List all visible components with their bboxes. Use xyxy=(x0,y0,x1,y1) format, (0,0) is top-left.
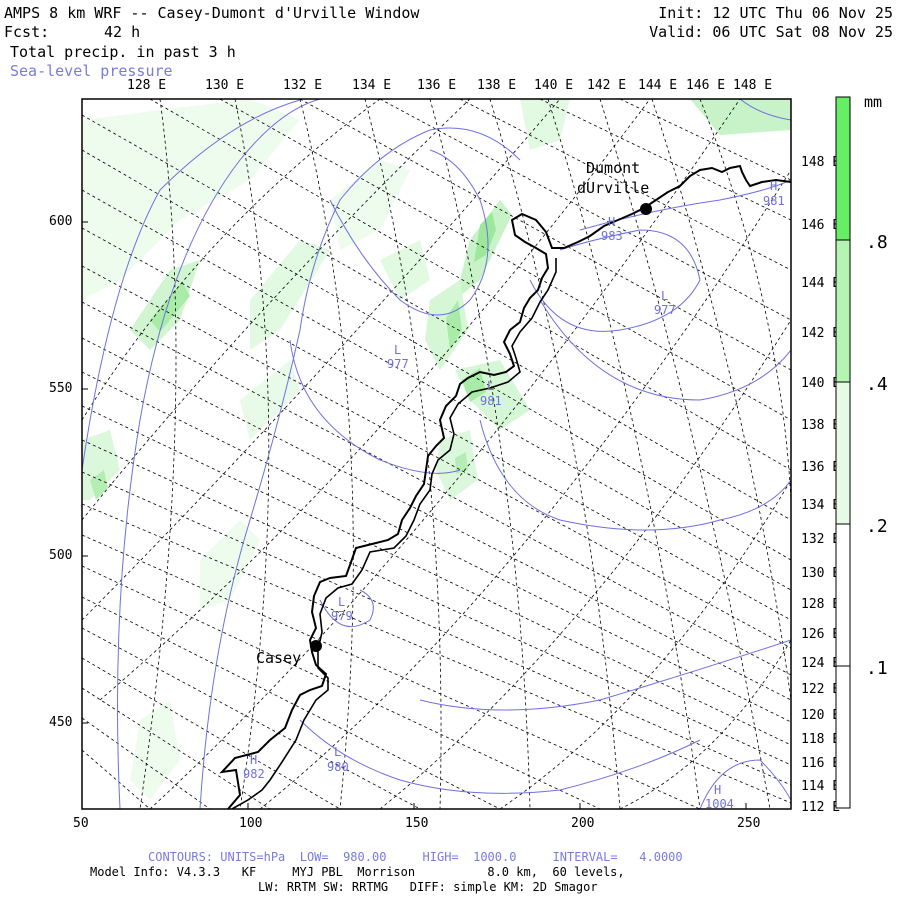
precip-patch xyxy=(425,280,468,370)
pressure-center-type: L xyxy=(334,745,341,759)
latlon-grid xyxy=(82,99,791,809)
top-lon-label: 128 E xyxy=(127,78,167,93)
colorbar-label: .4 xyxy=(866,374,888,395)
pressure-center-value: 981 xyxy=(763,194,785,208)
colorbar-label: .1 xyxy=(866,658,888,679)
colorbar xyxy=(835,96,851,809)
pressure-center-value: 1004 xyxy=(705,797,734,811)
precip-patch xyxy=(130,700,180,800)
pressure-center-value: 979 xyxy=(331,609,353,623)
precip-patch xyxy=(462,368,486,402)
x-tick-label: 100 xyxy=(239,816,263,831)
precip-patch xyxy=(240,360,300,440)
init-time: Init: 12 UTC Thu 06 Nov 25 xyxy=(658,4,893,22)
x-tick-label: 250 xyxy=(737,816,761,831)
pressure-center-type: H xyxy=(770,179,777,193)
y-tick-label: 600 xyxy=(49,214,73,229)
precip-patch xyxy=(520,99,570,150)
pressure-center-type: L xyxy=(487,379,494,393)
pressure-contours xyxy=(82,99,791,809)
top-lon-label: 134 E xyxy=(352,78,392,93)
top-lon-label: 148 E xyxy=(733,78,773,93)
pressure-center-type: L xyxy=(394,343,401,357)
field-label: Total precip. in past 3 h xyxy=(10,43,236,61)
top-lon-label: 130 E xyxy=(205,78,245,93)
pressure-center-value: 981 xyxy=(480,394,502,408)
y-tick-label: 550 xyxy=(49,381,73,396)
colorbar-segment xyxy=(836,240,850,382)
x-tick-label: 150 xyxy=(405,816,429,831)
forecast-label: Fcst: xyxy=(4,23,50,41)
pressure-center-value: 983 xyxy=(601,229,623,243)
precip-patch xyxy=(380,240,430,300)
overlay-label: Sea-level pressure xyxy=(10,62,173,80)
coastline-inner xyxy=(231,258,557,809)
contour-info: CONTOURS: UNITS=hPa LOW= 980.00 HIGH= 10… xyxy=(148,850,683,864)
precip-patch xyxy=(474,212,496,262)
pressure-center-type: L xyxy=(338,595,345,609)
top-lon-label: 136 E xyxy=(417,78,457,93)
colorbar-segment xyxy=(836,666,850,808)
top-lon-label: 138 E xyxy=(477,78,517,93)
top-lon-label: 142 E xyxy=(587,78,627,93)
pressure-center-value: 980 xyxy=(327,760,349,774)
model-info: Model Info: V4.3.3 KF MYJ PBL Morrison 8… xyxy=(90,865,625,879)
valid-time: Valid: 06 UTC Sat 08 Nov 25 xyxy=(649,23,893,41)
pressure-center-value: 977 xyxy=(654,303,676,317)
colorbar-label: .2 xyxy=(866,516,888,537)
colorbar-segment xyxy=(836,524,850,666)
colorbar-label: .8 xyxy=(866,232,888,253)
precip-patch xyxy=(690,99,791,135)
y-tick-label: 500 xyxy=(49,548,73,563)
precip-patch xyxy=(250,240,330,350)
precip-patch xyxy=(150,282,190,332)
precip-patch xyxy=(200,520,260,610)
top-lon-label: 132 E xyxy=(283,78,323,93)
precip-field xyxy=(82,99,791,800)
dumont-station-marker xyxy=(640,203,652,215)
colorbar-segment xyxy=(836,97,850,240)
top-lon-label: 144 E xyxy=(638,78,678,93)
x-tick-label: 200 xyxy=(571,816,595,831)
dumont-label-line2: dUrville xyxy=(577,179,649,197)
coastline xyxy=(219,164,791,809)
pressure-center-type: H xyxy=(608,215,615,229)
physics-info: LW: RRTM SW: RRTMG DIFF: simple KM: 2D S… xyxy=(258,880,598,894)
pressure-center-value: 982 xyxy=(243,767,265,781)
colorbar-unit: mm xyxy=(864,93,882,111)
precip-patch xyxy=(330,160,410,250)
dumont-label-line1: Dumont xyxy=(586,159,640,177)
pressure-center-type: H xyxy=(714,783,721,797)
top-lon-label: 146 E xyxy=(686,78,726,93)
x-tick-label: 50 xyxy=(73,816,89,831)
casey-station-marker xyxy=(310,640,322,652)
map-title: AMPS 8 km WRF -- Casey-Dumont d'Urville … xyxy=(4,4,420,22)
pressure-center-type: L xyxy=(661,289,668,303)
map-frame xyxy=(81,98,792,810)
colorbar-segment xyxy=(836,382,850,524)
casey-label: Casey xyxy=(256,649,301,667)
pressure-center-type: H xyxy=(250,753,257,767)
pressure-center-value: 977 xyxy=(387,357,409,371)
forecast-hours: 42 h xyxy=(104,23,141,41)
precip-patch xyxy=(82,99,300,300)
y-tick-label: 450 xyxy=(49,715,73,730)
top-lon-label: 140 E xyxy=(534,78,574,93)
